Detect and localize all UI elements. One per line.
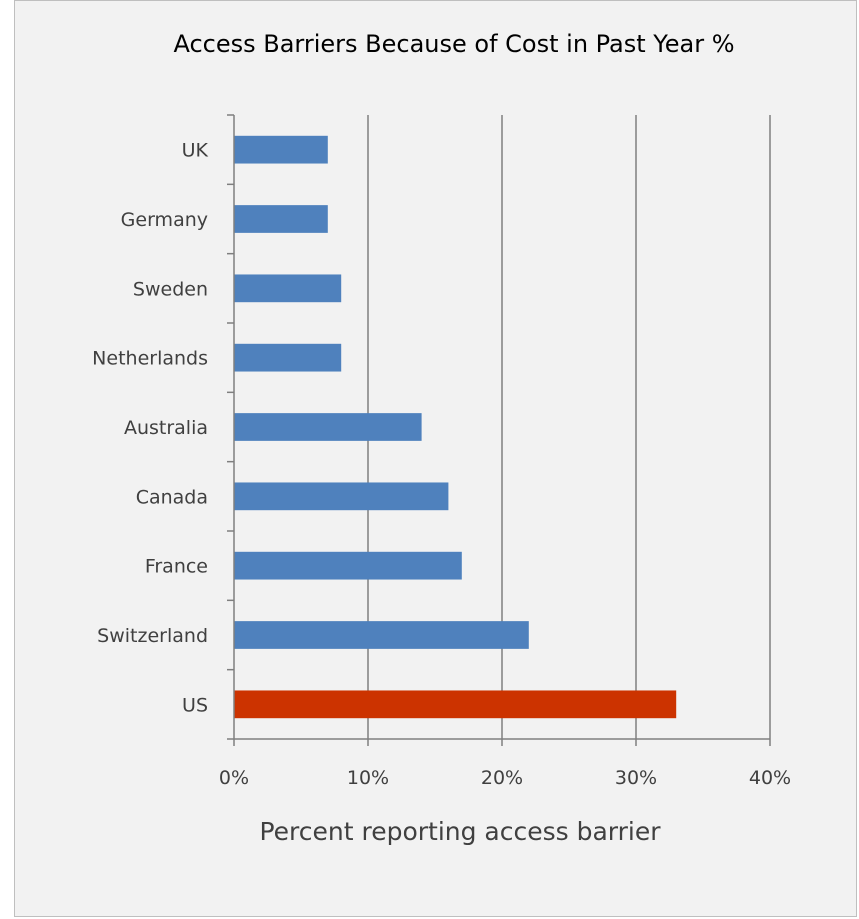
bar: [234, 343, 342, 372]
category-label: Australia: [124, 417, 208, 439]
bar: [234, 274, 342, 303]
x-axis-label: Percent reporting access barrier: [259, 817, 661, 846]
bar: [234, 690, 677, 719]
bars: [234, 135, 677, 719]
bar: [234, 482, 449, 511]
category-label: Canada: [136, 486, 208, 508]
chart-frame: [14, 0, 857, 917]
category-label: Sweden: [133, 278, 208, 300]
axes: [227, 114, 771, 746]
x-tick-label: 20%: [481, 767, 523, 789]
x-tick-label: 0%: [219, 767, 249, 789]
x-tick-labels: 0% 10% 20% 30% 40%: [219, 767, 791, 789]
category-labels: UK Germany Sweden Netherlands Australia Canad…: [92, 140, 208, 717]
category-label: Netherlands: [92, 348, 208, 370]
category-label: UK: [182, 140, 209, 162]
category-label: US: [182, 694, 208, 716]
category-label: Germany: [121, 209, 208, 231]
bar: [234, 205, 328, 233]
chart-title: Access Barriers Because of Cost in Past …: [173, 30, 734, 58]
category-label: Switzerland: [97, 625, 208, 647]
bar: [234, 413, 422, 441]
x-tick-label: 40%: [749, 767, 791, 789]
x-tick-label: 30%: [615, 767, 657, 789]
bar: [234, 551, 462, 580]
bar: [234, 135, 328, 164]
x-tick-label: 10%: [347, 767, 389, 789]
category-label: France: [145, 556, 208, 578]
bar: [234, 621, 529, 649]
